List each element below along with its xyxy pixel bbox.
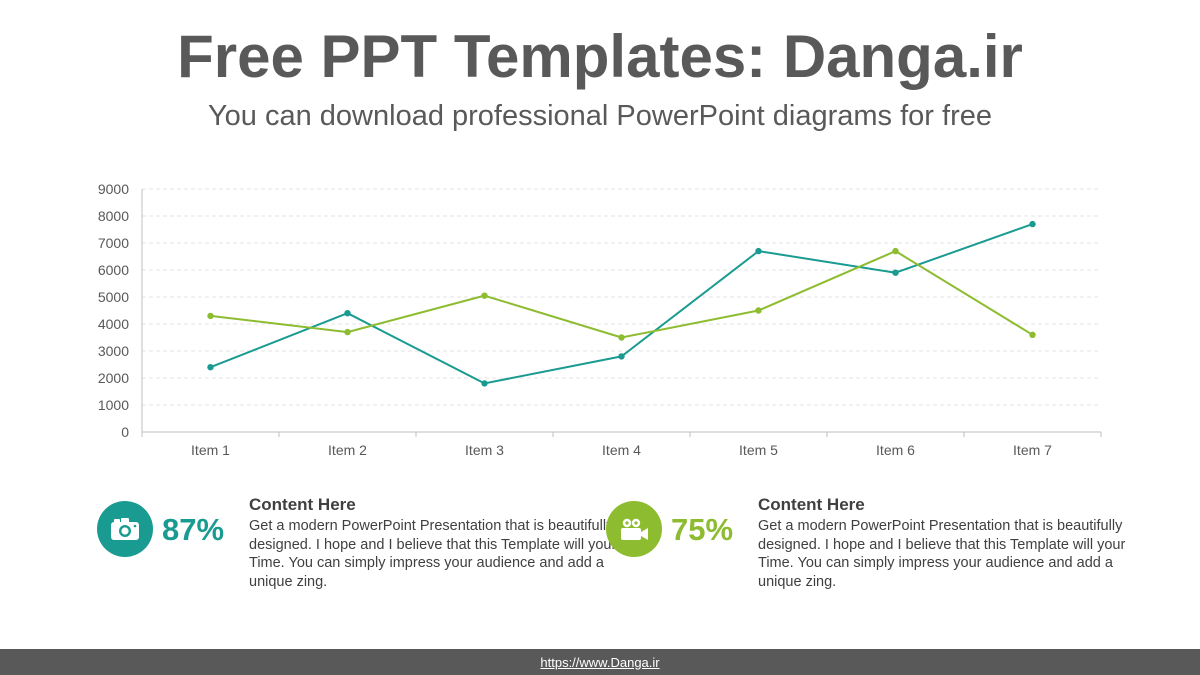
series-2-point bbox=[755, 307, 762, 314]
y-tick-label: 4000 bbox=[98, 316, 129, 332]
y-tick-label: 8000 bbox=[98, 208, 129, 224]
x-tick-label: Item 6 bbox=[876, 442, 915, 458]
stat-2-icon-circle bbox=[606, 501, 662, 557]
y-tick-label: 9000 bbox=[98, 181, 129, 197]
video-camera-icon bbox=[621, 518, 648, 540]
y-tick-label: 7000 bbox=[98, 235, 129, 251]
footer-link[interactable]: https://www.Danga.ir bbox=[540, 654, 660, 670]
page-subtitle: You can download professional PowerPoint… bbox=[207, 100, 992, 132]
y-tick-label: 3000 bbox=[98, 343, 129, 359]
x-tick-label: Item 7 bbox=[1013, 442, 1052, 458]
series-1-point bbox=[892, 269, 899, 276]
x-tick-label: Item 2 bbox=[328, 442, 367, 458]
stat-2-heading: Content Here bbox=[758, 495, 865, 514]
series-1-point bbox=[618, 353, 625, 360]
footer-bar: https://www.Danga.ir bbox=[0, 649, 1200, 675]
stat-1-value: 87% bbox=[162, 512, 225, 547]
series-1-point bbox=[207, 364, 214, 371]
camera-icon bbox=[111, 518, 139, 540]
y-tick-label: 6000 bbox=[98, 262, 129, 278]
series-2-point bbox=[344, 328, 351, 336]
stat-1-icon-circle bbox=[97, 501, 153, 557]
series-1-point bbox=[755, 247, 762, 255]
x-tick-label: Item 3 bbox=[465, 442, 504, 458]
x-tick-label: Item 1 bbox=[191, 442, 230, 458]
series-2-point bbox=[481, 292, 488, 299]
stat-1-body: Get a modern PowerPoint Presentation tha… bbox=[249, 518, 617, 590]
series-1-point bbox=[344, 310, 351, 317]
stat-2-value: 75% bbox=[671, 512, 734, 547]
y-tick-label: 5000 bbox=[98, 289, 129, 305]
series-2-point bbox=[618, 334, 625, 341]
x-tick-label: Item 4 bbox=[602, 442, 641, 458]
y-tick-label: 1000 bbox=[98, 397, 129, 413]
stat-1-heading: Content Here bbox=[249, 495, 356, 514]
series-2-point bbox=[207, 312, 214, 320]
series-2-line bbox=[210, 250, 1034, 339]
stat-2-body: Get a modern PowerPoint Presentation tha… bbox=[758, 518, 1126, 590]
series-1-point bbox=[481, 380, 488, 387]
series-2-point bbox=[1029, 331, 1036, 338]
line-chart: 0 1000 2000 3000 4000 5000 6000 7000 8000 9000 Ite… bbox=[98, 181, 1102, 458]
y-tick-label: 2000 bbox=[98, 370, 129, 386]
x-tick-label: Item 5 bbox=[739, 442, 778, 458]
series-1-point bbox=[1029, 220, 1036, 228]
page-title: Free PPT Templates: Danga.ir bbox=[177, 23, 1023, 90]
series-2-point bbox=[892, 247, 899, 255]
y-tick-label: 0 bbox=[121, 424, 129, 440]
